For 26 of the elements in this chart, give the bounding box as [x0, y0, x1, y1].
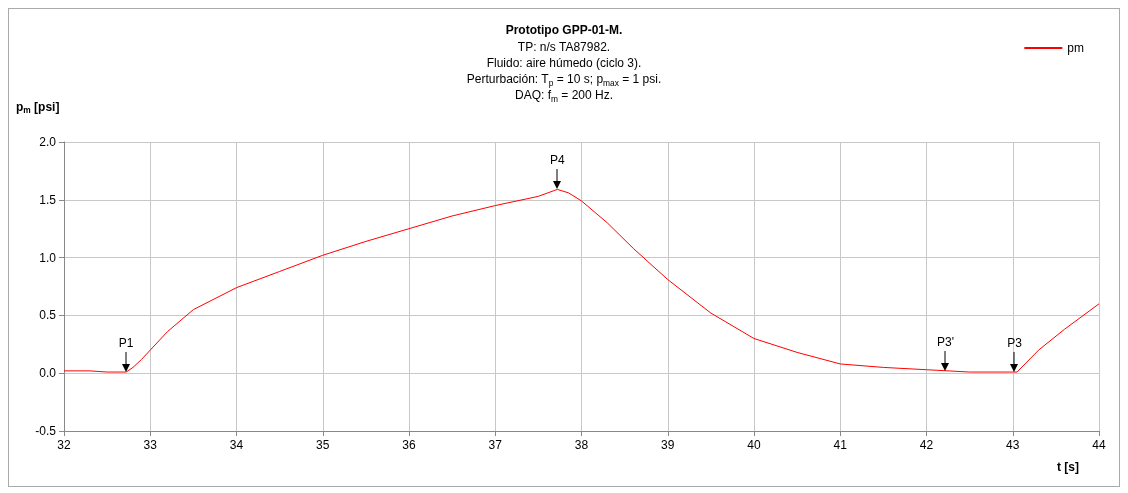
- x-tick-label: 34: [229, 438, 244, 452]
- annotation: P4: [549, 153, 566, 168]
- y-tick-label: 2.0: [39, 135, 57, 149]
- y-tick-label: 1.0: [39, 250, 57, 265]
- x-tick-label: 43: [1006, 438, 1020, 452]
- x-axis-title: t [s]: [1057, 460, 1079, 474]
- x-tick-label: 44: [1092, 438, 1106, 452]
- annotation: P3': [936, 334, 955, 349]
- x-tick-label: 40: [747, 438, 761, 452]
- y-tick-label: 1.5: [39, 192, 57, 207]
- x-tick-label: 38: [574, 438, 589, 452]
- y-tick-label: 0.5: [39, 308, 57, 323]
- x-tick-label: 41: [833, 438, 848, 452]
- y-tick-label: -0.5: [35, 424, 57, 438]
- x-tick-label: 32: [57, 438, 71, 452]
- y-tick-label: 0.0: [39, 366, 57, 381]
- x-tick-label: 42: [919, 438, 934, 452]
- chart-title: Prototipo GPP-01-M.: [505, 23, 623, 37]
- annotation: P3: [1006, 336, 1023, 351]
- x-tick-label: 37: [488, 438, 503, 452]
- annotation: P1: [117, 336, 135, 351]
- x-tick-label: 35: [316, 438, 330, 452]
- x-tick-label: 39: [661, 438, 675, 452]
- x-tick-label: 33: [143, 438, 158, 452]
- legend-label: pm: [1067, 41, 1084, 55]
- x-tick-label: 36: [402, 438, 416, 452]
